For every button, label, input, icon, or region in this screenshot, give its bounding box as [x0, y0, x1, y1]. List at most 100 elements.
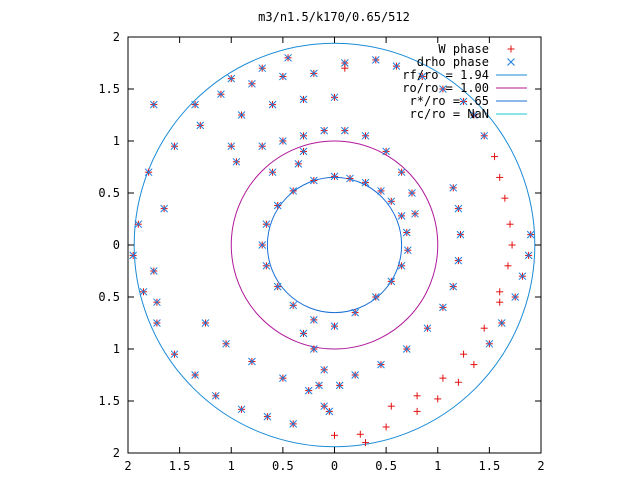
data-point	[449, 183, 458, 192]
data-point	[330, 93, 339, 102]
cross-b	[153, 298, 161, 307]
x-tick-label: 0	[331, 459, 338, 473]
data-point	[454, 378, 462, 386]
cross-b	[507, 58, 515, 66]
data-point	[402, 228, 411, 237]
cross-b	[299, 329, 308, 338]
cross-b	[497, 319, 506, 327]
cross-b	[320, 126, 329, 135]
data-point	[139, 287, 148, 296]
data-point	[501, 194, 509, 202]
cross-b	[423, 324, 432, 333]
data-point	[403, 246, 412, 255]
legend-item: rc/ro = NaN	[410, 107, 527, 121]
cross-b	[335, 381, 344, 390]
cross-b	[330, 93, 339, 102]
data-point	[454, 256, 463, 265]
cross-b	[439, 303, 447, 312]
reference-circles	[133, 42, 536, 448]
cross-b	[408, 189, 416, 197]
y-tick-label: 0.5	[98, 186, 120, 200]
cross-b	[227, 74, 236, 83]
data-point	[217, 90, 225, 99]
data-point	[258, 241, 267, 249]
cross-b	[279, 374, 287, 382]
cross-b	[403, 246, 412, 255]
data-point	[331, 431, 338, 439]
data-point	[335, 381, 344, 390]
cross-b	[309, 316, 318, 324]
data-point	[330, 172, 339, 181]
data-point	[191, 100, 199, 109]
data-point	[237, 405, 246, 414]
data-point	[340, 59, 349, 67]
cross-b	[456, 230, 465, 239]
data-point	[134, 220, 143, 229]
data-point	[304, 386, 313, 395]
cross-b	[320, 402, 329, 411]
data-point	[294, 160, 303, 168]
cross-b	[340, 59, 349, 67]
cross-b	[402, 228, 411, 237]
series-drho-phase	[129, 53, 535, 428]
legend-label: ro/ro = 1.00	[402, 81, 489, 95]
data-point	[397, 212, 406, 220]
data-point	[263, 412, 272, 421]
data-point	[341, 64, 349, 72]
cross-b	[377, 360, 385, 369]
y-axis-ticks: 2 1.5 1 0.5 0 0.5 1 1.5 2	[98, 30, 541, 460]
data-point	[330, 322, 339, 330]
data-point	[361, 439, 369, 447]
cross-b	[289, 301, 298, 310]
cross-b	[309, 176, 318, 185]
data-point	[279, 374, 287, 382]
data-point	[506, 220, 514, 228]
cross-b	[397, 212, 406, 220]
data-point	[449, 282, 458, 291]
data-point	[289, 420, 298, 428]
cross-b	[382, 147, 390, 156]
x-tick-label: 2	[537, 459, 544, 473]
y-tick-label: 2	[113, 446, 120, 460]
cross-b	[526, 230, 535, 239]
cross-b	[170, 142, 179, 151]
data-point	[526, 230, 535, 239]
cross-b	[262, 261, 271, 270]
data-point	[309, 176, 318, 185]
cross-b	[397, 168, 406, 177]
data-point	[346, 174, 354, 183]
data-point	[524, 251, 533, 260]
cross-b	[129, 251, 138, 260]
cross-b	[299, 147, 308, 156]
data-point	[387, 197, 396, 206]
cross-b	[258, 64, 267, 73]
data-point	[153, 298, 161, 307]
data-point	[397, 261, 406, 270]
data-point	[361, 178, 370, 187]
data-point	[211, 391, 220, 400]
data-point	[248, 79, 256, 88]
data-point	[423, 324, 432, 333]
data-point	[491, 153, 499, 161]
legend-label: rf/ro = 1.94	[402, 68, 489, 82]
cross-b	[222, 339, 230, 348]
cross-b	[459, 97, 468, 106]
data-point	[232, 157, 241, 166]
cross-b	[402, 345, 411, 353]
cross-b	[351, 308, 360, 317]
data-point	[262, 261, 271, 270]
x-tick-label: 2	[124, 459, 131, 473]
cross-b	[227, 142, 236, 151]
legend-swatch	[507, 58, 515, 66]
data-point	[258, 142, 267, 151]
cross-b	[273, 282, 282, 291]
legend-label: rc/ro = NaN	[410, 107, 489, 121]
cross-b	[309, 69, 318, 78]
data-point	[299, 147, 308, 156]
data-point	[470, 111, 478, 119]
cross-b	[325, 407, 334, 416]
y-tick-label: 1.5	[98, 82, 120, 96]
data-point	[149, 267, 158, 275]
cross-b	[160, 204, 168, 213]
